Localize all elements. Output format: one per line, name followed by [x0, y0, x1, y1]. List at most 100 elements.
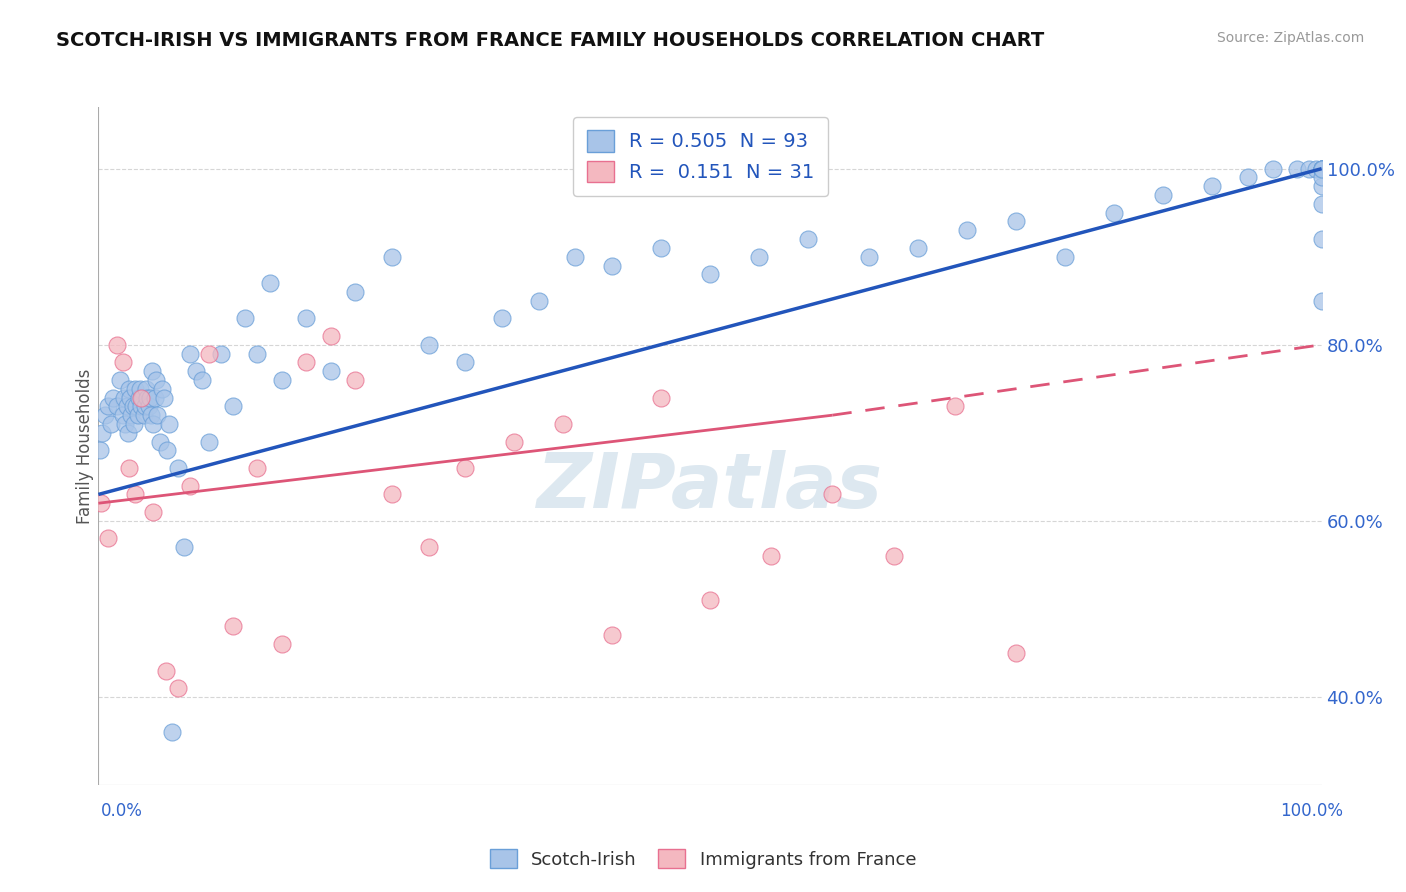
Point — [699, 593, 721, 607]
Point — [134, 400, 156, 414]
Text: 100.0%: 100.0% — [1279, 802, 1343, 820]
Point — [112, 391, 135, 405]
Point — [344, 285, 367, 299]
Point — [142, 505, 165, 519]
Point — [1305, 161, 1327, 176]
Point — [124, 382, 146, 396]
Point — [142, 417, 165, 431]
Point — [129, 400, 152, 414]
Point — [167, 681, 190, 695]
Point — [295, 355, 318, 369]
Point — [197, 434, 219, 449]
Point — [111, 408, 134, 422]
Y-axis label: Family Households: Family Households — [76, 368, 94, 524]
Point — [129, 391, 152, 405]
Point — [120, 391, 142, 405]
Point — [160, 725, 183, 739]
Point — [270, 373, 294, 387]
Point — [131, 391, 153, 405]
Point — [191, 373, 214, 387]
Point — [155, 664, 177, 678]
Point — [1310, 161, 1333, 176]
Point — [883, 549, 905, 563]
Point — [295, 311, 318, 326]
Point — [956, 223, 979, 237]
Point — [101, 391, 124, 405]
Point — [761, 549, 783, 563]
Point — [105, 337, 128, 351]
Point — [125, 400, 148, 414]
Text: 0.0%: 0.0% — [101, 802, 143, 820]
Point — [748, 250, 770, 264]
Point — [222, 619, 245, 633]
Legend: R = 0.505  N = 93, R =  0.151  N = 31: R = 0.505 N = 93, R = 0.151 N = 31 — [574, 117, 828, 196]
Point — [1310, 232, 1333, 246]
Point — [135, 382, 157, 396]
Point — [156, 443, 179, 458]
Point — [553, 417, 575, 431]
Point — [114, 417, 136, 431]
Point — [503, 434, 526, 449]
Point — [270, 637, 294, 651]
Point — [93, 408, 115, 422]
Point — [105, 400, 128, 414]
Point — [129, 382, 152, 396]
Point — [1310, 161, 1333, 176]
Point — [319, 329, 342, 343]
Point — [128, 391, 150, 405]
Point — [418, 541, 440, 555]
Point — [1004, 214, 1026, 228]
Point — [1310, 170, 1333, 185]
Text: SCOTCH-IRISH VS IMMIGRANTS FROM FRANCE FAMILY HOUSEHOLDS CORRELATION CHART: SCOTCH-IRISH VS IMMIGRANTS FROM FRANCE F… — [56, 31, 1045, 50]
Point — [1004, 646, 1026, 660]
Point — [149, 434, 172, 449]
Point — [1298, 161, 1320, 176]
Point — [138, 400, 160, 414]
Point — [139, 391, 162, 405]
Point — [1286, 161, 1309, 176]
Point — [186, 364, 208, 378]
Point — [797, 232, 820, 246]
Text: ZIPatlas: ZIPatlas — [537, 450, 883, 524]
Point — [97, 400, 120, 414]
Point — [179, 346, 201, 360]
Point — [173, 541, 195, 555]
Point — [1310, 179, 1333, 194]
Point — [209, 346, 232, 360]
Point — [179, 478, 201, 492]
Point — [344, 373, 367, 387]
Point — [564, 250, 586, 264]
Point — [141, 364, 163, 378]
Point — [89, 443, 111, 458]
Point — [699, 268, 721, 282]
Point — [124, 487, 146, 501]
Point — [1310, 293, 1333, 308]
Point — [1053, 250, 1076, 264]
Point — [246, 346, 269, 360]
Point — [90, 496, 112, 510]
Point — [136, 391, 159, 405]
Point — [150, 382, 173, 396]
Point — [132, 408, 155, 422]
Point — [600, 259, 623, 273]
Point — [491, 311, 513, 326]
Point — [650, 391, 672, 405]
Point — [115, 400, 138, 414]
Point — [121, 400, 143, 414]
Point — [1152, 188, 1174, 202]
Point — [117, 425, 139, 440]
Point — [259, 276, 281, 290]
Point — [197, 346, 219, 360]
Point — [91, 425, 114, 440]
Point — [157, 417, 180, 431]
Point — [100, 417, 122, 431]
Point — [1201, 179, 1223, 194]
Point — [1310, 197, 1333, 211]
Point — [222, 400, 245, 414]
Point — [650, 241, 672, 255]
Point — [821, 487, 844, 501]
Point — [1237, 170, 1260, 185]
Point — [139, 408, 162, 422]
Point — [319, 364, 342, 378]
Point — [418, 337, 440, 351]
